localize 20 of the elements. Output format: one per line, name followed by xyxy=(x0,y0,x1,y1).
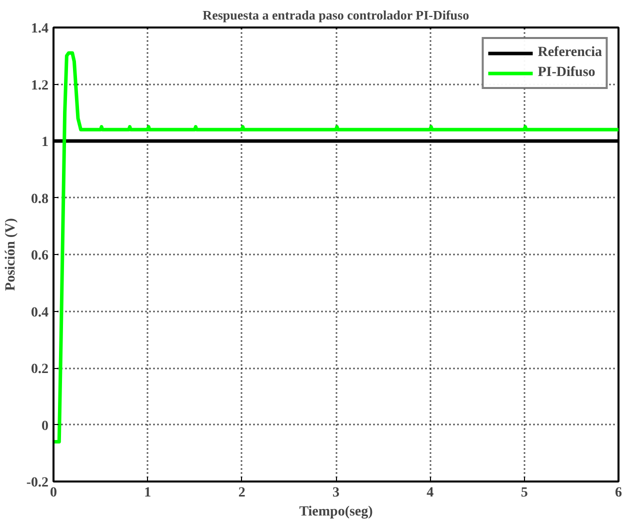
y-tick-label: -0.2 xyxy=(26,476,49,490)
y-axis-title: Posición (V) xyxy=(3,218,18,291)
y-tick-label: 0.4 xyxy=(31,305,48,320)
x-tick-label: 4 xyxy=(426,486,434,500)
y-tick-label: 0.2 xyxy=(31,362,48,377)
y-tick-label: 1.2 xyxy=(31,78,48,94)
x-axis-title: Tiempo(seg) xyxy=(299,504,374,520)
legend-label: PI-Difuso xyxy=(538,65,596,81)
y-tick-label: 1 xyxy=(42,135,48,150)
x-tick-label: 3 xyxy=(332,486,340,500)
y-tick-label: 0.8 xyxy=(31,192,48,207)
x-tick-label: 5 xyxy=(520,486,528,500)
y-tick-label: 1.4 xyxy=(31,22,48,36)
x-tick-label: 1 xyxy=(144,486,152,500)
legend-label: Referencia xyxy=(538,45,602,61)
y-tick-label: 0.6 xyxy=(31,248,48,264)
x-tick-label: 2 xyxy=(238,486,246,500)
y-tick-label: 0 xyxy=(42,418,48,434)
chart-title: Respuesta a entrada paso controlador PI-Difuso xyxy=(202,8,470,22)
x-tick-label: 6 xyxy=(615,486,622,500)
